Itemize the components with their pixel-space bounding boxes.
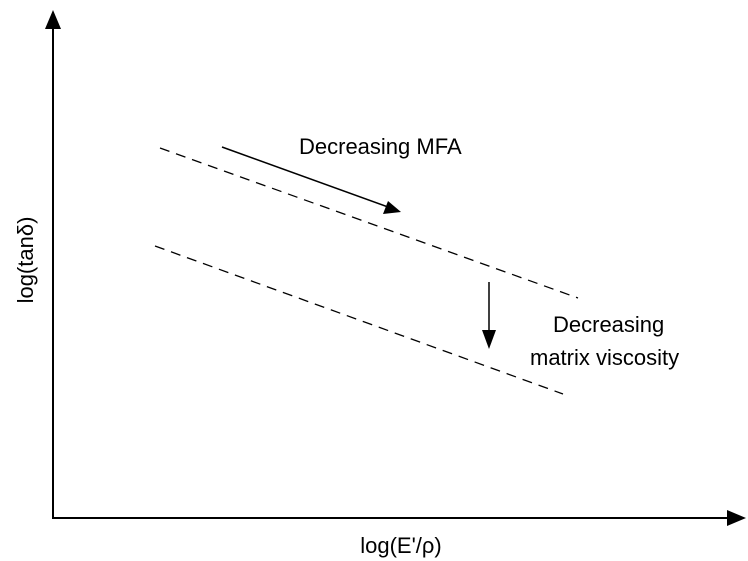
x-axis-label: log(E'/ρ) <box>360 533 442 558</box>
x-axis-arrowhead <box>727 510 746 526</box>
mfa-arrowhead <box>383 201 401 214</box>
mfa-arrow-shaft <box>221 146 389 208</box>
viscosity-annotation-line2: matrix viscosity <box>530 345 679 370</box>
viscosity-arrowhead <box>482 330 496 349</box>
y-axis-label: log(tanδ) <box>13 217 38 304</box>
y-axis-arrowhead <box>45 10 61 29</box>
mfa-annotation: Decreasing MFA <box>299 134 462 159</box>
lower-dashed-line <box>154 245 564 395</box>
upper-dashed-line <box>159 147 579 299</box>
viscosity-annotation-line1: Decreasing <box>553 312 664 337</box>
